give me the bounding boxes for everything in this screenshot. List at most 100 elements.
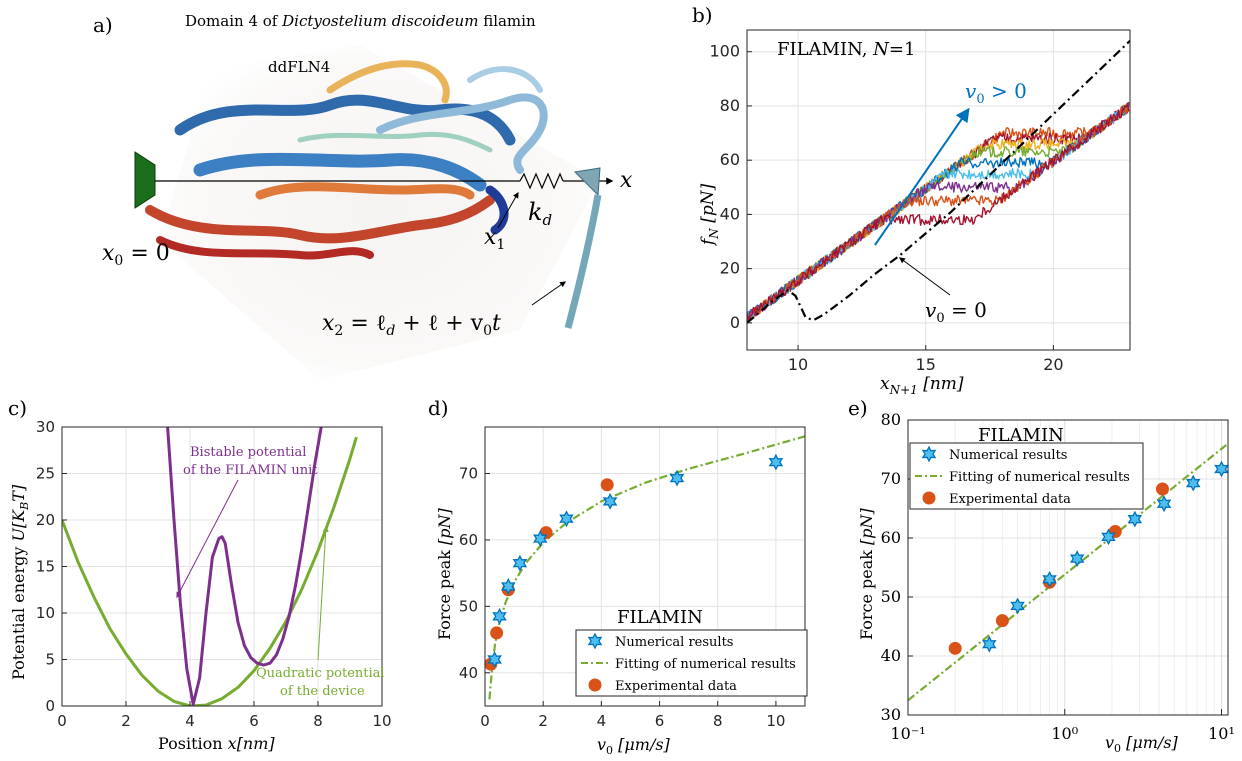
x-tick-label: 6 bbox=[249, 712, 259, 730]
x-tick-label: 10¹ bbox=[1208, 724, 1235, 743]
legend-label: Numerical results bbox=[949, 448, 1067, 463]
bistable-potential-curve bbox=[166, 427, 323, 706]
spring-icon bbox=[519, 172, 564, 190]
x-tick-label: 8 bbox=[313, 712, 323, 730]
fit-line bbox=[907, 442, 1229, 702]
bistable-annotation-line1: Bistable potential bbox=[190, 445, 306, 460]
velocity-increase-arrow bbox=[874, 107, 970, 246]
numerical-point bbox=[532, 530, 548, 547]
protein-ribbon bbox=[145, 60, 548, 260]
x-tick-label: 10 bbox=[788, 355, 808, 374]
x1-label: x1 bbox=[484, 225, 505, 253]
numerical-point bbox=[981, 635, 997, 653]
panel-c-xlabel: Position x[nm] bbox=[158, 734, 275, 753]
x-tick-label: 0 bbox=[480, 712, 490, 730]
numerical-point bbox=[1156, 495, 1172, 513]
cantilever-tip-icon bbox=[573, 167, 601, 197]
numerical-point bbox=[768, 453, 784, 471]
y-tick-label: 15 bbox=[36, 558, 55, 576]
panel-b-axes-box bbox=[746, 29, 1131, 351]
legend-label: Experimental data bbox=[949, 492, 1071, 507]
legend-box bbox=[575, 629, 808, 697]
x-tick-label: 8 bbox=[713, 712, 723, 730]
y-tick-label: 0 bbox=[730, 313, 740, 332]
panel-e-force-peak-log-chart: e) 10⁻¹ 10⁰ 10¹ 30 40 50 60 70 80 FILAMIN Numeri… bbox=[848, 396, 1235, 755]
v0-zero-arrow bbox=[899, 257, 951, 296]
bistable-annotation-arrow bbox=[176, 479, 239, 599]
panel-b-grid bbox=[747, 30, 1130, 350]
y-tick-label: 60 bbox=[459, 531, 478, 549]
panel-d-label: d) bbox=[428, 396, 449, 420]
numerical-point bbox=[512, 554, 528, 572]
quadratic-annotation-arrow bbox=[317, 525, 329, 661]
panel-a-label: a) bbox=[93, 13, 113, 37]
panel-e-xlabel: v0 [μm/s] bbox=[1105, 733, 1179, 755]
x2-label: x2 = ℓd + ℓ + v0t bbox=[322, 311, 501, 339]
experimental-point bbox=[1155, 482, 1169, 496]
panel-b-curves bbox=[746, 40, 1131, 324]
experimental-point bbox=[948, 641, 962, 655]
y-tick-label: 80 bbox=[720, 96, 740, 115]
legend-label: Fitting of numerical results bbox=[615, 657, 796, 672]
quadratic-annotation-line1: Quadratic potential bbox=[256, 666, 385, 681]
legend-label: Fitting of numerical results bbox=[949, 470, 1130, 485]
legend-marker-numerical bbox=[921, 445, 937, 463]
panel-d-force-peak-linear-chart: d) 0 2 4 6 8 10 40 50 60 70 FILAMIN Numerical res… bbox=[428, 396, 808, 757]
y-tick-label: 40 bbox=[720, 204, 740, 223]
y-tick-label: 40 bbox=[881, 646, 901, 665]
x-tick-label: 10⁻¹ bbox=[890, 724, 925, 743]
numerical-point bbox=[559, 510, 574, 528]
panel-b-xlabel: xN+1 [nm] bbox=[880, 374, 964, 397]
x-tick-label: 20 bbox=[1043, 355, 1063, 374]
y-tick-label: 50 bbox=[459, 597, 478, 615]
y-tick-label: 80 bbox=[881, 410, 901, 429]
v0-zero-annotation: v0 = 0 bbox=[925, 298, 987, 326]
cantilever-beam-icon bbox=[564, 194, 602, 329]
x-tick-label: 2 bbox=[121, 712, 131, 730]
y-tick-label: 25 bbox=[36, 465, 55, 483]
legend-marker-experimental bbox=[588, 678, 602, 692]
numerical-point bbox=[1127, 510, 1143, 528]
protein-background-haze bbox=[160, 45, 600, 380]
experimental-point bbox=[995, 614, 1009, 628]
numerical-point bbox=[487, 651, 502, 668]
numerical-point bbox=[669, 469, 685, 487]
panel-c-ylabel: Potential energy U[KBT] bbox=[9, 484, 31, 680]
panel-d-xlabel: v0 [μm/s] bbox=[597, 735, 671, 757]
panel-d-axes-box bbox=[484, 426, 806, 707]
x-tick-label: 10 bbox=[766, 712, 785, 730]
numerical-point bbox=[492, 607, 507, 625]
panel-a-title: Domain 4 of Dictyostelium discoideum fil… bbox=[185, 12, 536, 30]
panel-e-title: FILAMIN bbox=[978, 425, 1064, 446]
panel-c-ticks: 0 2 4 6 8 10 0 5 10 15 20 25 30 bbox=[36, 418, 392, 730]
experimental-point bbox=[490, 626, 504, 640]
panel-e-ticks: 10⁻¹ 10⁰ 10¹ 30 40 50 60 70 80 bbox=[881, 410, 1235, 743]
panel-d-legend: Numerical results Fitting of numerical re… bbox=[575, 629, 808, 697]
x-tick-label: 4 bbox=[597, 712, 607, 730]
x2-pointer-arrow bbox=[531, 281, 566, 306]
spring-constant-label: kd bbox=[528, 198, 552, 229]
panel-e-legend: Numerical results Fitting of numerical re… bbox=[909, 442, 1144, 510]
panel-d-ylabel: Force peak [pN] bbox=[435, 507, 454, 640]
x0-label: x0 = 0 bbox=[102, 241, 170, 269]
panel-b-title: FILAMIN, N=1 bbox=[777, 39, 915, 60]
y-tick-label: 20 bbox=[36, 511, 55, 529]
y-tick-label: 30 bbox=[36, 418, 55, 436]
numerical-point bbox=[1214, 460, 1229, 478]
panel-b-ticks: 10 15 20 0 20 40 60 80 100 bbox=[709, 42, 1063, 374]
numerical-point bbox=[1069, 550, 1085, 567]
panel-c-label: c) bbox=[8, 396, 27, 420]
legend-label: Experimental data bbox=[615, 679, 737, 694]
panel-b-ylabel: fN [pN] bbox=[698, 183, 721, 247]
panel-d-curves bbox=[484, 435, 806, 700]
x-tick-label: 4 bbox=[185, 712, 195, 730]
y-tick-label: 60 bbox=[881, 528, 901, 547]
y-tick-label: 20 bbox=[720, 259, 740, 278]
panel-b-force-extension-chart: b) 10 15 20 0 20 40 60 80 100 FILAMIN, N=1 v0 > … bbox=[692, 3, 1131, 397]
panel-c-curve-group bbox=[62, 427, 358, 706]
panel-e-curves bbox=[907, 442, 1229, 702]
x-tick-label: 0 bbox=[57, 712, 67, 730]
y-tick-label: 60 bbox=[720, 150, 740, 169]
panel-e-ylabel: Force peak [pN] bbox=[857, 507, 876, 640]
